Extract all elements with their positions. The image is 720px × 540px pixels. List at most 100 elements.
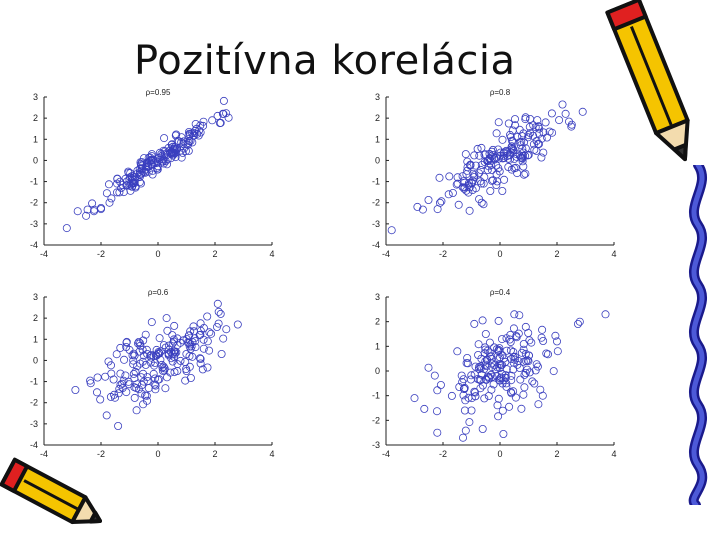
y-tick-label: -4 bbox=[30, 440, 38, 450]
scatter-point bbox=[551, 331, 560, 340]
scatter-point bbox=[131, 367, 140, 376]
scatter-point bbox=[467, 178, 476, 187]
scatter-point bbox=[139, 377, 148, 386]
scatter-point bbox=[461, 150, 470, 159]
scatter-point bbox=[129, 356, 138, 365]
scatter-point bbox=[453, 179, 462, 188]
scatter-point bbox=[510, 164, 519, 173]
scatter-point bbox=[96, 395, 105, 404]
scatter-point bbox=[214, 319, 223, 328]
scatter-point bbox=[510, 115, 519, 124]
scatter-point bbox=[492, 161, 501, 170]
scatter-point bbox=[153, 350, 162, 359]
scatter-point bbox=[453, 347, 462, 356]
scatter-point bbox=[160, 134, 169, 143]
scatter-point bbox=[573, 320, 582, 329]
scatter-point bbox=[410, 394, 419, 403]
scatter-point bbox=[513, 133, 522, 142]
scatter-point bbox=[453, 173, 462, 182]
scatter-point bbox=[520, 383, 529, 392]
y-tick-label: -2 bbox=[372, 198, 380, 208]
scatter-point bbox=[467, 371, 476, 380]
scatter-point bbox=[480, 158, 489, 167]
scatter-point bbox=[463, 354, 472, 363]
y-tick-label: -3 bbox=[30, 219, 38, 229]
y-tick-label: -3 bbox=[372, 219, 380, 229]
scatter-point bbox=[155, 334, 164, 343]
scatter-point bbox=[476, 376, 485, 385]
scatter-point bbox=[521, 369, 530, 378]
scatter-point bbox=[481, 375, 490, 384]
scatter-point bbox=[198, 365, 207, 374]
scatter-point bbox=[188, 338, 197, 347]
scatter-point bbox=[489, 380, 498, 389]
scatter-point bbox=[172, 130, 181, 139]
scatter-point bbox=[538, 325, 547, 334]
scatter-point bbox=[123, 177, 132, 186]
scatter-point bbox=[508, 137, 517, 146]
scatter-point bbox=[169, 335, 178, 344]
scatter-point bbox=[542, 349, 551, 358]
scatter-point bbox=[497, 335, 506, 344]
x-tick-label: -2 bbox=[97, 449, 105, 459]
scatter-panel-rho-08: -4 -2 0 2 4 -4 -3 -2 -1 0 1 2 3 ρ=0.8 bbox=[362, 85, 662, 265]
scatter-point bbox=[136, 359, 145, 368]
scatter-point bbox=[539, 337, 548, 346]
scatter-point bbox=[515, 311, 524, 320]
scatter-point bbox=[447, 391, 456, 400]
y-tick-label: 0 bbox=[33, 355, 38, 365]
scatter-point bbox=[555, 116, 564, 125]
scatter-point bbox=[163, 326, 172, 335]
scatter-point bbox=[160, 366, 169, 375]
x-tick-label: 0 bbox=[497, 449, 502, 459]
scatter-point bbox=[532, 360, 541, 369]
scatter-point bbox=[509, 324, 518, 333]
scatter-point bbox=[495, 374, 504, 383]
scatter-point bbox=[497, 373, 506, 382]
scatter-point bbox=[483, 356, 492, 365]
scatter-point bbox=[107, 361, 116, 370]
scatter-point bbox=[121, 371, 130, 380]
scatter-point bbox=[207, 329, 216, 338]
scatter-point bbox=[83, 205, 92, 214]
scatter-point bbox=[170, 368, 179, 377]
scatter-point bbox=[485, 338, 494, 347]
scatter-point bbox=[474, 340, 483, 349]
scatter-point bbox=[93, 388, 102, 397]
scatter-point bbox=[507, 371, 516, 380]
scatter-point bbox=[102, 411, 111, 420]
scatter-point bbox=[533, 116, 542, 125]
slide-title: Pozitívna korelácia bbox=[134, 38, 516, 84]
scatter-point bbox=[523, 356, 532, 365]
scatter-point bbox=[494, 316, 503, 325]
scatter-point bbox=[519, 390, 528, 399]
y-tick-label: -2 bbox=[30, 198, 38, 208]
scatter-point bbox=[196, 326, 205, 335]
scatter-point bbox=[475, 151, 484, 160]
scatter-point bbox=[88, 199, 97, 208]
scatter-point bbox=[470, 370, 479, 379]
scatter-point bbox=[539, 148, 548, 157]
pencil-icon bbox=[605, 0, 690, 162]
y-tick-label: -2 bbox=[30, 398, 38, 408]
x-tick-label: 2 bbox=[554, 449, 559, 459]
scatter-point bbox=[537, 134, 546, 143]
x-tick-label: 0 bbox=[155, 249, 160, 259]
scatter-point bbox=[120, 355, 129, 364]
scatter-point bbox=[477, 198, 486, 207]
scatter-point bbox=[170, 321, 179, 330]
scatter-point bbox=[129, 369, 138, 378]
scatter-point bbox=[455, 383, 464, 392]
scatter-point bbox=[480, 394, 489, 403]
scatter-point bbox=[552, 337, 561, 346]
x-tick-label: 2 bbox=[212, 249, 217, 259]
scatter-point bbox=[478, 424, 487, 433]
scatter-point bbox=[504, 119, 513, 128]
scatter-point bbox=[420, 404, 429, 413]
scatter-point bbox=[125, 345, 134, 354]
scatter-point bbox=[465, 206, 474, 215]
y-tick-label: 1 bbox=[375, 341, 380, 351]
scatter-point bbox=[454, 200, 463, 209]
y-tick-label: -3 bbox=[30, 419, 38, 429]
scatter-point bbox=[601, 310, 610, 319]
